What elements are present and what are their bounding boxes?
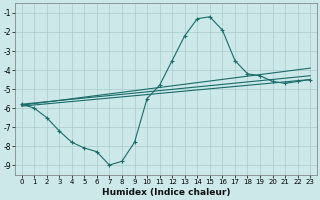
X-axis label: Humidex (Indice chaleur): Humidex (Indice chaleur) <box>102 188 230 197</box>
